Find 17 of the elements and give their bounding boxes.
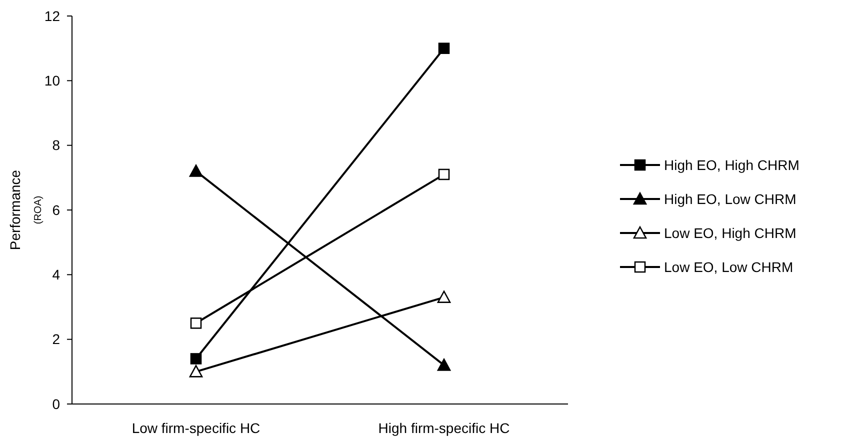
point xyxy=(438,168,450,180)
y-tick-label: 8 xyxy=(52,137,60,154)
legend-label: Low EO, High CHRM xyxy=(664,224,796,241)
y-tick-label: 0 xyxy=(52,396,60,412)
y-tick-label: 2 xyxy=(52,331,60,348)
y-tick-label: 12 xyxy=(44,8,60,24)
point xyxy=(438,42,450,54)
x-tick-label: Low firm-specific HC xyxy=(132,420,260,436)
legend-label: Low EO, Low CHRM xyxy=(664,258,794,275)
point xyxy=(190,318,202,329)
legend-label: High EO, High CHRM xyxy=(664,156,800,173)
y-tick-label: 6 xyxy=(52,202,60,218)
legend-label: High EO, Low CHRM xyxy=(664,190,796,207)
y-tick-label: 4 xyxy=(52,266,60,283)
x-tick-label: High firm-specific HC xyxy=(378,420,510,436)
y-tick-label: 10 xyxy=(44,72,60,89)
point xyxy=(190,353,202,364)
